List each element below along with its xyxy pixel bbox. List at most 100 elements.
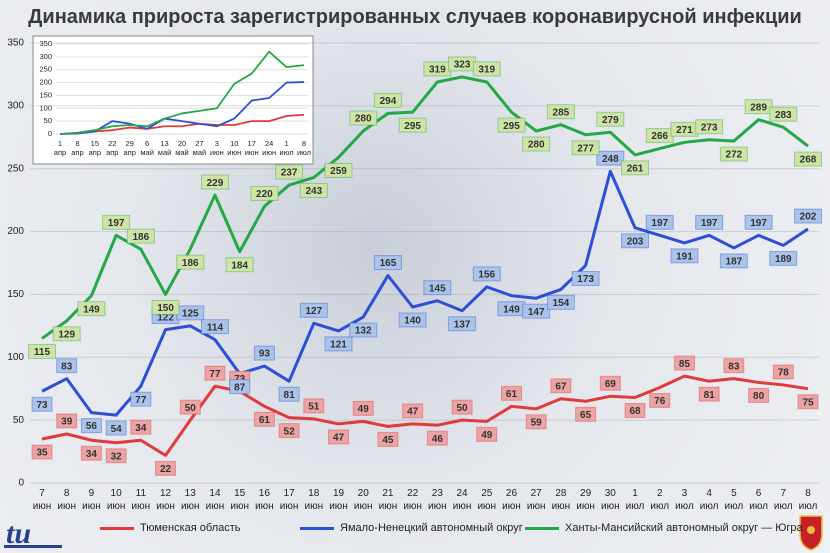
data-label: 280 bbox=[355, 114, 372, 125]
data-label-box bbox=[373, 255, 402, 271]
data-label: 165 bbox=[380, 258, 397, 269]
x-tick-label: 7 июн bbox=[32, 488, 52, 512]
y-tick-label: 350 bbox=[39, 39, 52, 48]
data-label-box bbox=[695, 119, 724, 135]
data-label: 81 bbox=[284, 390, 296, 401]
x-tick-label: 8 июл bbox=[798, 488, 818, 512]
data-label: 280 bbox=[528, 140, 545, 151]
data-label: 272 bbox=[726, 150, 743, 161]
y-tick-label: 150 bbox=[39, 90, 52, 99]
data-label-box bbox=[624, 403, 646, 419]
x-tick-label: 8 июл bbox=[296, 139, 312, 158]
data-label: 202 bbox=[800, 212, 817, 223]
data-label: 319 bbox=[478, 65, 495, 76]
data-label: 319 bbox=[429, 65, 446, 76]
logo-left: tu bbox=[4, 517, 62, 550]
x-tick-label: 20 июн bbox=[353, 488, 373, 512]
data-label-box bbox=[670, 248, 699, 264]
data-label: 279 bbox=[602, 115, 619, 126]
y-tick-label: 150 bbox=[7, 289, 24, 300]
x-tick-label: 24 июн bbox=[452, 488, 472, 512]
data-label-box bbox=[349, 110, 378, 126]
x-tick-label: 23 июн bbox=[428, 488, 447, 512]
data-label: 80 bbox=[753, 391, 765, 402]
data-label-box bbox=[105, 448, 127, 464]
y-tick-label: 50 bbox=[13, 415, 25, 426]
data-label: 65 bbox=[580, 410, 592, 421]
data-label: 34 bbox=[86, 449, 98, 460]
x-tick-label: 8 апр bbox=[71, 139, 84, 158]
data-label: 220 bbox=[256, 189, 273, 200]
series-line bbox=[59, 50, 305, 135]
x-tick-label: 10 июн bbox=[106, 488, 126, 512]
data-label: 39 bbox=[61, 417, 73, 428]
data-label-box bbox=[52, 326, 81, 342]
x-tick-label: 25 июн bbox=[477, 488, 497, 512]
legend-swatch bbox=[300, 526, 334, 530]
data-label: 83 bbox=[728, 361, 740, 372]
data-label-box bbox=[571, 271, 600, 287]
x-tick-label: 5 июл bbox=[724, 488, 744, 512]
x-tick-label: 27 июн bbox=[526, 488, 546, 512]
data-label: 78 bbox=[778, 368, 790, 379]
x-tick-label: 15 апр bbox=[88, 139, 102, 158]
x-tick-label: 3 июл bbox=[675, 488, 694, 512]
data-label-box bbox=[299, 302, 328, 318]
data-label-box bbox=[797, 394, 819, 410]
data-label: 56 bbox=[86, 421, 98, 432]
data-label: 295 bbox=[503, 121, 520, 132]
x-tick-label: 26 июн bbox=[502, 488, 521, 512]
x-tick-label: 2 июл bbox=[650, 488, 670, 512]
data-label-box bbox=[176, 254, 205, 270]
data-label-box bbox=[151, 299, 180, 315]
data-label: 243 bbox=[305, 186, 322, 197]
data-label: 85 bbox=[679, 359, 691, 370]
data-label-box bbox=[398, 312, 427, 328]
data-label-box bbox=[278, 386, 300, 402]
data-label: 73 bbox=[36, 400, 48, 411]
data-label: 277 bbox=[577, 143, 594, 154]
data-label-box bbox=[275, 164, 304, 180]
x-tick-label: 24 июн bbox=[262, 139, 277, 158]
y-tick-label: 50 bbox=[44, 116, 52, 125]
x-tick-label: 13 май bbox=[157, 139, 172, 158]
data-label-box bbox=[769, 106, 798, 122]
legend-swatch bbox=[100, 526, 134, 530]
data-label-box bbox=[426, 430, 448, 446]
y-tick-label: 100 bbox=[39, 103, 52, 112]
data-label-box bbox=[324, 162, 353, 178]
data-label: 34 bbox=[135, 423, 147, 434]
legend-item: Ханты-Мансийский автономный округ — Югра bbox=[525, 522, 803, 534]
data-label-box bbox=[80, 445, 102, 461]
data-label: 137 bbox=[454, 319, 471, 330]
y-tick-label: 100 bbox=[7, 352, 24, 363]
x-tick-label: 17 июн bbox=[244, 139, 259, 158]
data-label: 125 bbox=[182, 308, 199, 319]
data-label: 271 bbox=[676, 125, 693, 136]
chart-title: Динамика прироста зарегистрированных слу… bbox=[28, 6, 802, 28]
data-label-box bbox=[575, 406, 597, 422]
data-label: 50 bbox=[185, 403, 197, 414]
data-label: 49 bbox=[481, 430, 493, 441]
data-label-box bbox=[497, 117, 526, 133]
data-label: 266 bbox=[651, 131, 668, 142]
data-label-box bbox=[155, 460, 177, 476]
data-label-box bbox=[28, 343, 56, 359]
x-tick-label: 22 июн bbox=[403, 488, 422, 512]
data-label-box bbox=[794, 151, 822, 167]
y-tick-label: 350 bbox=[7, 38, 24, 49]
data-label-box bbox=[225, 257, 254, 273]
legend-item: Ямало-Ненецкий автономный округ bbox=[300, 522, 523, 534]
data-label-box bbox=[599, 375, 621, 391]
data-label: 197 bbox=[651, 218, 668, 229]
data-label-box bbox=[398, 117, 427, 133]
data-label-box bbox=[546, 294, 575, 310]
x-tick-label: 20 май bbox=[175, 139, 189, 158]
data-label-box bbox=[200, 174, 229, 190]
y-tick-label: 0 bbox=[48, 129, 52, 138]
data-label-box bbox=[253, 411, 275, 427]
data-label-box bbox=[324, 336, 353, 352]
data-label: 132 bbox=[355, 326, 372, 337]
data-label-box bbox=[596, 150, 625, 166]
